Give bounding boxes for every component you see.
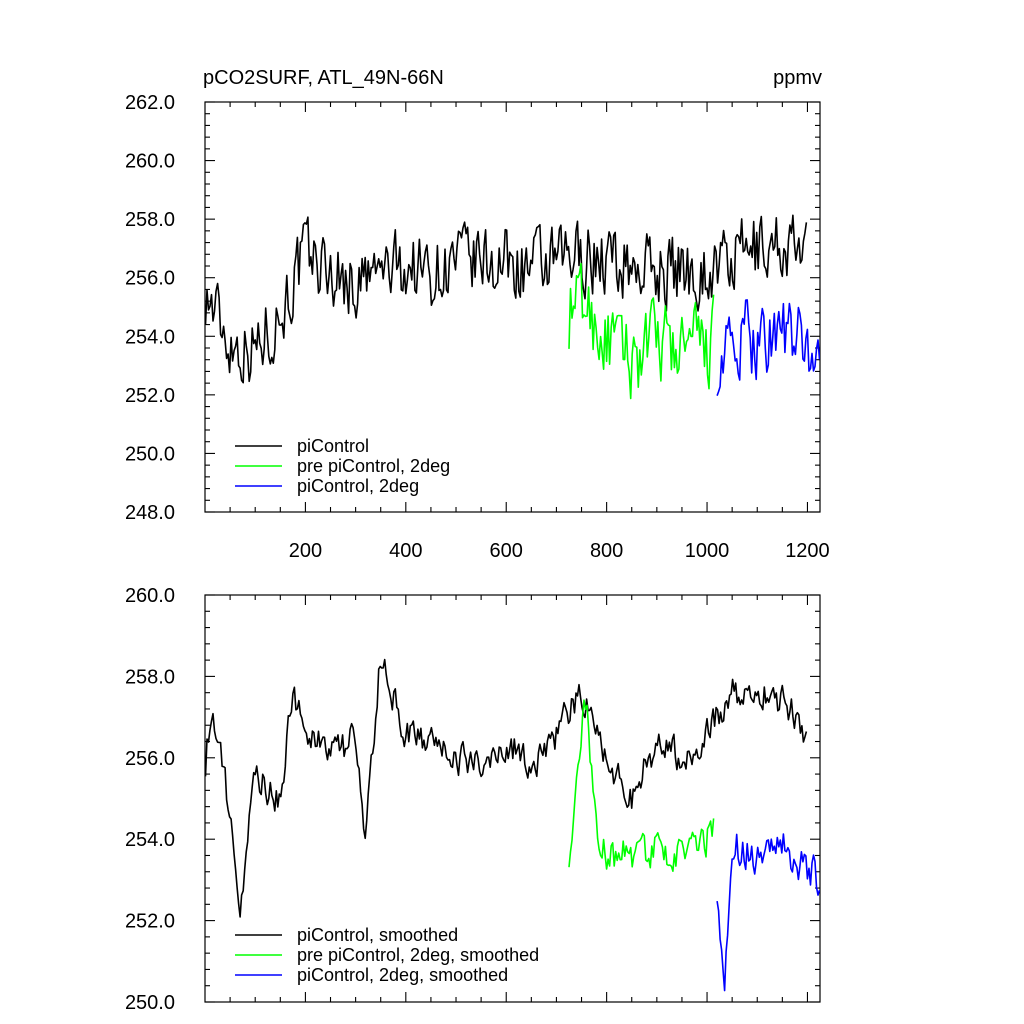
- x-tick-label: 1200: [785, 540, 830, 562]
- y-tick-label: 256.0: [125, 268, 175, 290]
- legend-label: piControl: [297, 436, 369, 456]
- series-line-picontrol-2deg: [716, 299, 820, 396]
- y-tick-label: 250.0: [125, 992, 175, 1014]
- y-tick-label: 258.0: [125, 666, 175, 688]
- units-label: ppmv: [773, 67, 822, 89]
- series-line-picontrol-smoothed: [205, 658, 808, 918]
- x-tick-label: 1000: [685, 540, 730, 562]
- y-tick-label: 260.0: [125, 151, 175, 173]
- x-tick-label: 600: [490, 540, 523, 562]
- y-tick-label: 252.0: [125, 911, 175, 933]
- y-tick-label: 262.0: [125, 92, 175, 114]
- y-tick-label: 252.0: [125, 385, 175, 407]
- x-tick-label: 400: [389, 540, 422, 562]
- y-tick-label: 258.0: [125, 209, 175, 231]
- plot-frame: [204, 594, 821, 1003]
- x-tick-label: 800: [590, 540, 623, 562]
- legend-label: pre piControl, 2deg: [297, 456, 450, 476]
- y-tick-label: 260.0: [125, 585, 175, 607]
- x-tick-label: 200: [289, 540, 322, 562]
- legend-label: piControl, 2deg, smoothed: [297, 965, 508, 985]
- top-panel: 200 400 600 800 1000 1200 248.0 250.0 252.0 254.0…: [125, 92, 830, 562]
- figure-title: pCO2SURF, ATL_49N-66N: [203, 67, 444, 89]
- series-line-pre-picontrol-2deg-smoothed: [568, 699, 715, 872]
- legend-label: pre piControl, 2deg, smoothed: [297, 945, 539, 965]
- bottom-panel: 250.0 252.0 254.0 256.0 258.0 260.0 piControl,…: [125, 585, 821, 1014]
- y-tick-label: 250.0: [125, 443, 175, 465]
- series-line-picontrol: [205, 214, 808, 384]
- y-tick-label: 254.0: [125, 326, 175, 348]
- legend-label: piControl, smoothed: [297, 925, 458, 945]
- y-tick-label: 248.0: [125, 502, 175, 524]
- plot-frame: [204, 101, 821, 513]
- y-tick-label: 254.0: [125, 829, 175, 851]
- y-tick-label: 256.0: [125, 748, 175, 770]
- series-line-pre-picontrol-2deg: [568, 262, 715, 400]
- series-line-picontrol-2deg-smoothed: [716, 833, 820, 992]
- legend-label: piControl, 2deg: [297, 476, 419, 496]
